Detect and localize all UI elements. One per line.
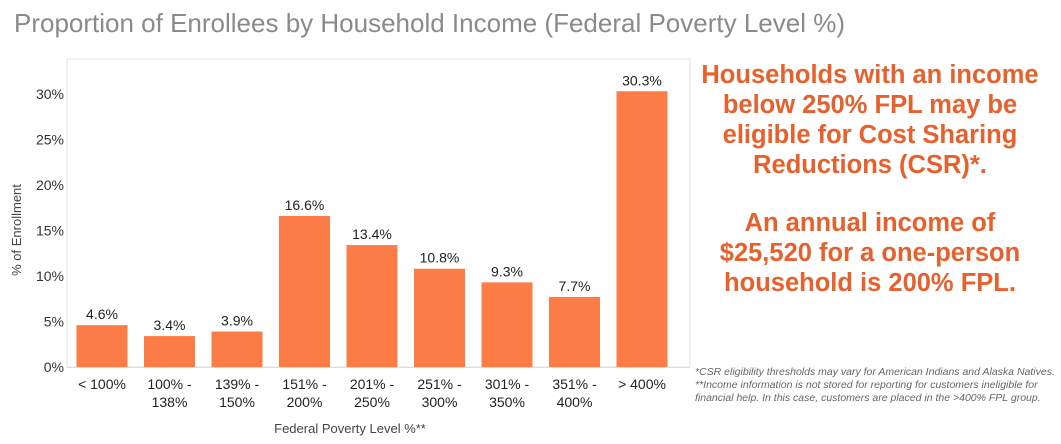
x-tick-label: 251% - <box>417 376 462 392</box>
x-tick-label: > 400% <box>618 376 666 392</box>
x-tick-label: < 100% <box>78 376 126 392</box>
data-label: 7.7% <box>559 278 591 294</box>
bar <box>76 325 128 367</box>
y-axis-label: % of Enrollment <box>9 184 24 276</box>
footnotes: *CSR eligibility thresholds may vary for… <box>695 366 1061 405</box>
x-tick-label: 400% <box>557 394 593 410</box>
x-tick-label: 300% <box>422 394 458 410</box>
callout-csr: Households with an income below 250% FPL… <box>701 61 1039 179</box>
y-tick-label: 20% <box>36 177 64 193</box>
bar-chart: 0% 5% 10% 15% 20% 25% 30% % of Enrollment 4.6% < … <box>9 58 691 436</box>
page-title: Proportion of Enrollees by Household Inc… <box>14 8 845 38</box>
x-tick-label: 100% - <box>147 376 192 392</box>
y-tick-label: 5% <box>44 314 64 330</box>
bar <box>549 296 600 367</box>
bar <box>414 268 465 367</box>
y-tick-label: 25% <box>36 132 64 148</box>
y-tick-label: 10% <box>36 268 64 284</box>
bar <box>279 215 330 367</box>
x-axis-label: Federal Poverty Level %** <box>274 421 426 436</box>
x-tick-label: 151% - <box>282 376 327 392</box>
x-tick-label: 350% <box>489 394 525 410</box>
callout-income: An annual income of $25,520 for a one-pe… <box>719 209 1021 297</box>
y-tick-label: 30% <box>36 86 64 102</box>
x-tick-label: 301% - <box>485 376 530 392</box>
x-tick-label: 200% <box>287 394 323 410</box>
x-tick-label: 201% - <box>350 376 395 392</box>
x-tick-label: 139% - <box>215 376 260 392</box>
bar <box>346 245 398 367</box>
data-label: 3.9% <box>221 313 253 329</box>
data-label: 30.3% <box>622 72 662 88</box>
bar <box>144 336 195 367</box>
callout-text: Households with an income below 250% FPL… <box>700 60 1040 326</box>
data-label: 10.8% <box>420 250 460 266</box>
data-label: 16.6% <box>285 197 325 213</box>
bar <box>616 91 668 367</box>
x-tick-label: 138% <box>152 394 188 410</box>
y-tick-label: 0% <box>44 359 64 375</box>
data-label: 4.6% <box>86 306 118 322</box>
x-tick-label: 351% - <box>552 376 597 392</box>
y-tick-label: 15% <box>36 223 64 239</box>
x-tick-label: 250% <box>354 394 390 410</box>
data-label: 13.4% <box>352 226 392 242</box>
data-label: 9.3% <box>491 263 523 279</box>
footnote-income: **Income information is not stored for r… <box>695 379 1041 404</box>
data-label: 3.4% <box>154 317 186 333</box>
x-tick-label: 150% <box>219 394 255 410</box>
footnote-csr: *CSR eligibility thresholds may vary for… <box>695 366 1055 378</box>
bar <box>211 331 263 367</box>
bar <box>481 282 533 367</box>
